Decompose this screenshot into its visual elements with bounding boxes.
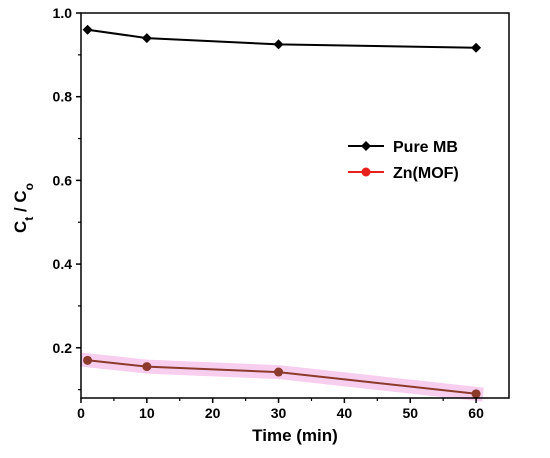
legend-label: Zn(MOF) [393, 165, 459, 182]
data-point [273, 39, 284, 50]
x-tick-label: 10 [139, 405, 155, 421]
y-tick-label: 0.8 [53, 89, 73, 105]
x-tick-label: 30 [271, 405, 287, 421]
data-point [82, 24, 93, 35]
x-tick-label: 40 [337, 405, 353, 421]
data-point [471, 389, 481, 399]
x-tick-label: 0 [77, 405, 85, 421]
series-line [87, 28, 477, 49]
data-point [83, 355, 93, 365]
data-point [274, 367, 284, 377]
legend-marker [361, 141, 371, 151]
x-tick-label: 20 [205, 405, 221, 421]
axes [80, 12, 510, 399]
data-point [141, 33, 152, 44]
legend: Pure MB Zn(MOF) [348, 139, 459, 182]
y-tick-label: 0.2 [53, 340, 73, 356]
data-markers [82, 24, 482, 399]
y-axis-title: Ct / Co [11, 183, 36, 233]
x-tick-label: 50 [402, 405, 418, 421]
x-tick-label: 60 [468, 405, 484, 421]
data-point [142, 362, 152, 372]
x-axis-title: Time (min) [252, 426, 338, 445]
plot-frame [80, 12, 510, 399]
series-line [87, 359, 477, 395]
y-tick-label: 0.6 [53, 172, 73, 188]
ticks: 0 10 20 30 40 50 60 0.2 0.4 0.6 0.8 1.0 [53, 5, 485, 421]
legend-marker [361, 167, 371, 177]
legend-label: Pure MB [393, 139, 458, 156]
y-tick-label: 1.0 [53, 5, 73, 21]
data-point [471, 42, 482, 53]
series-lines [87, 28, 477, 395]
y-tick-label: 0.4 [53, 256, 73, 272]
